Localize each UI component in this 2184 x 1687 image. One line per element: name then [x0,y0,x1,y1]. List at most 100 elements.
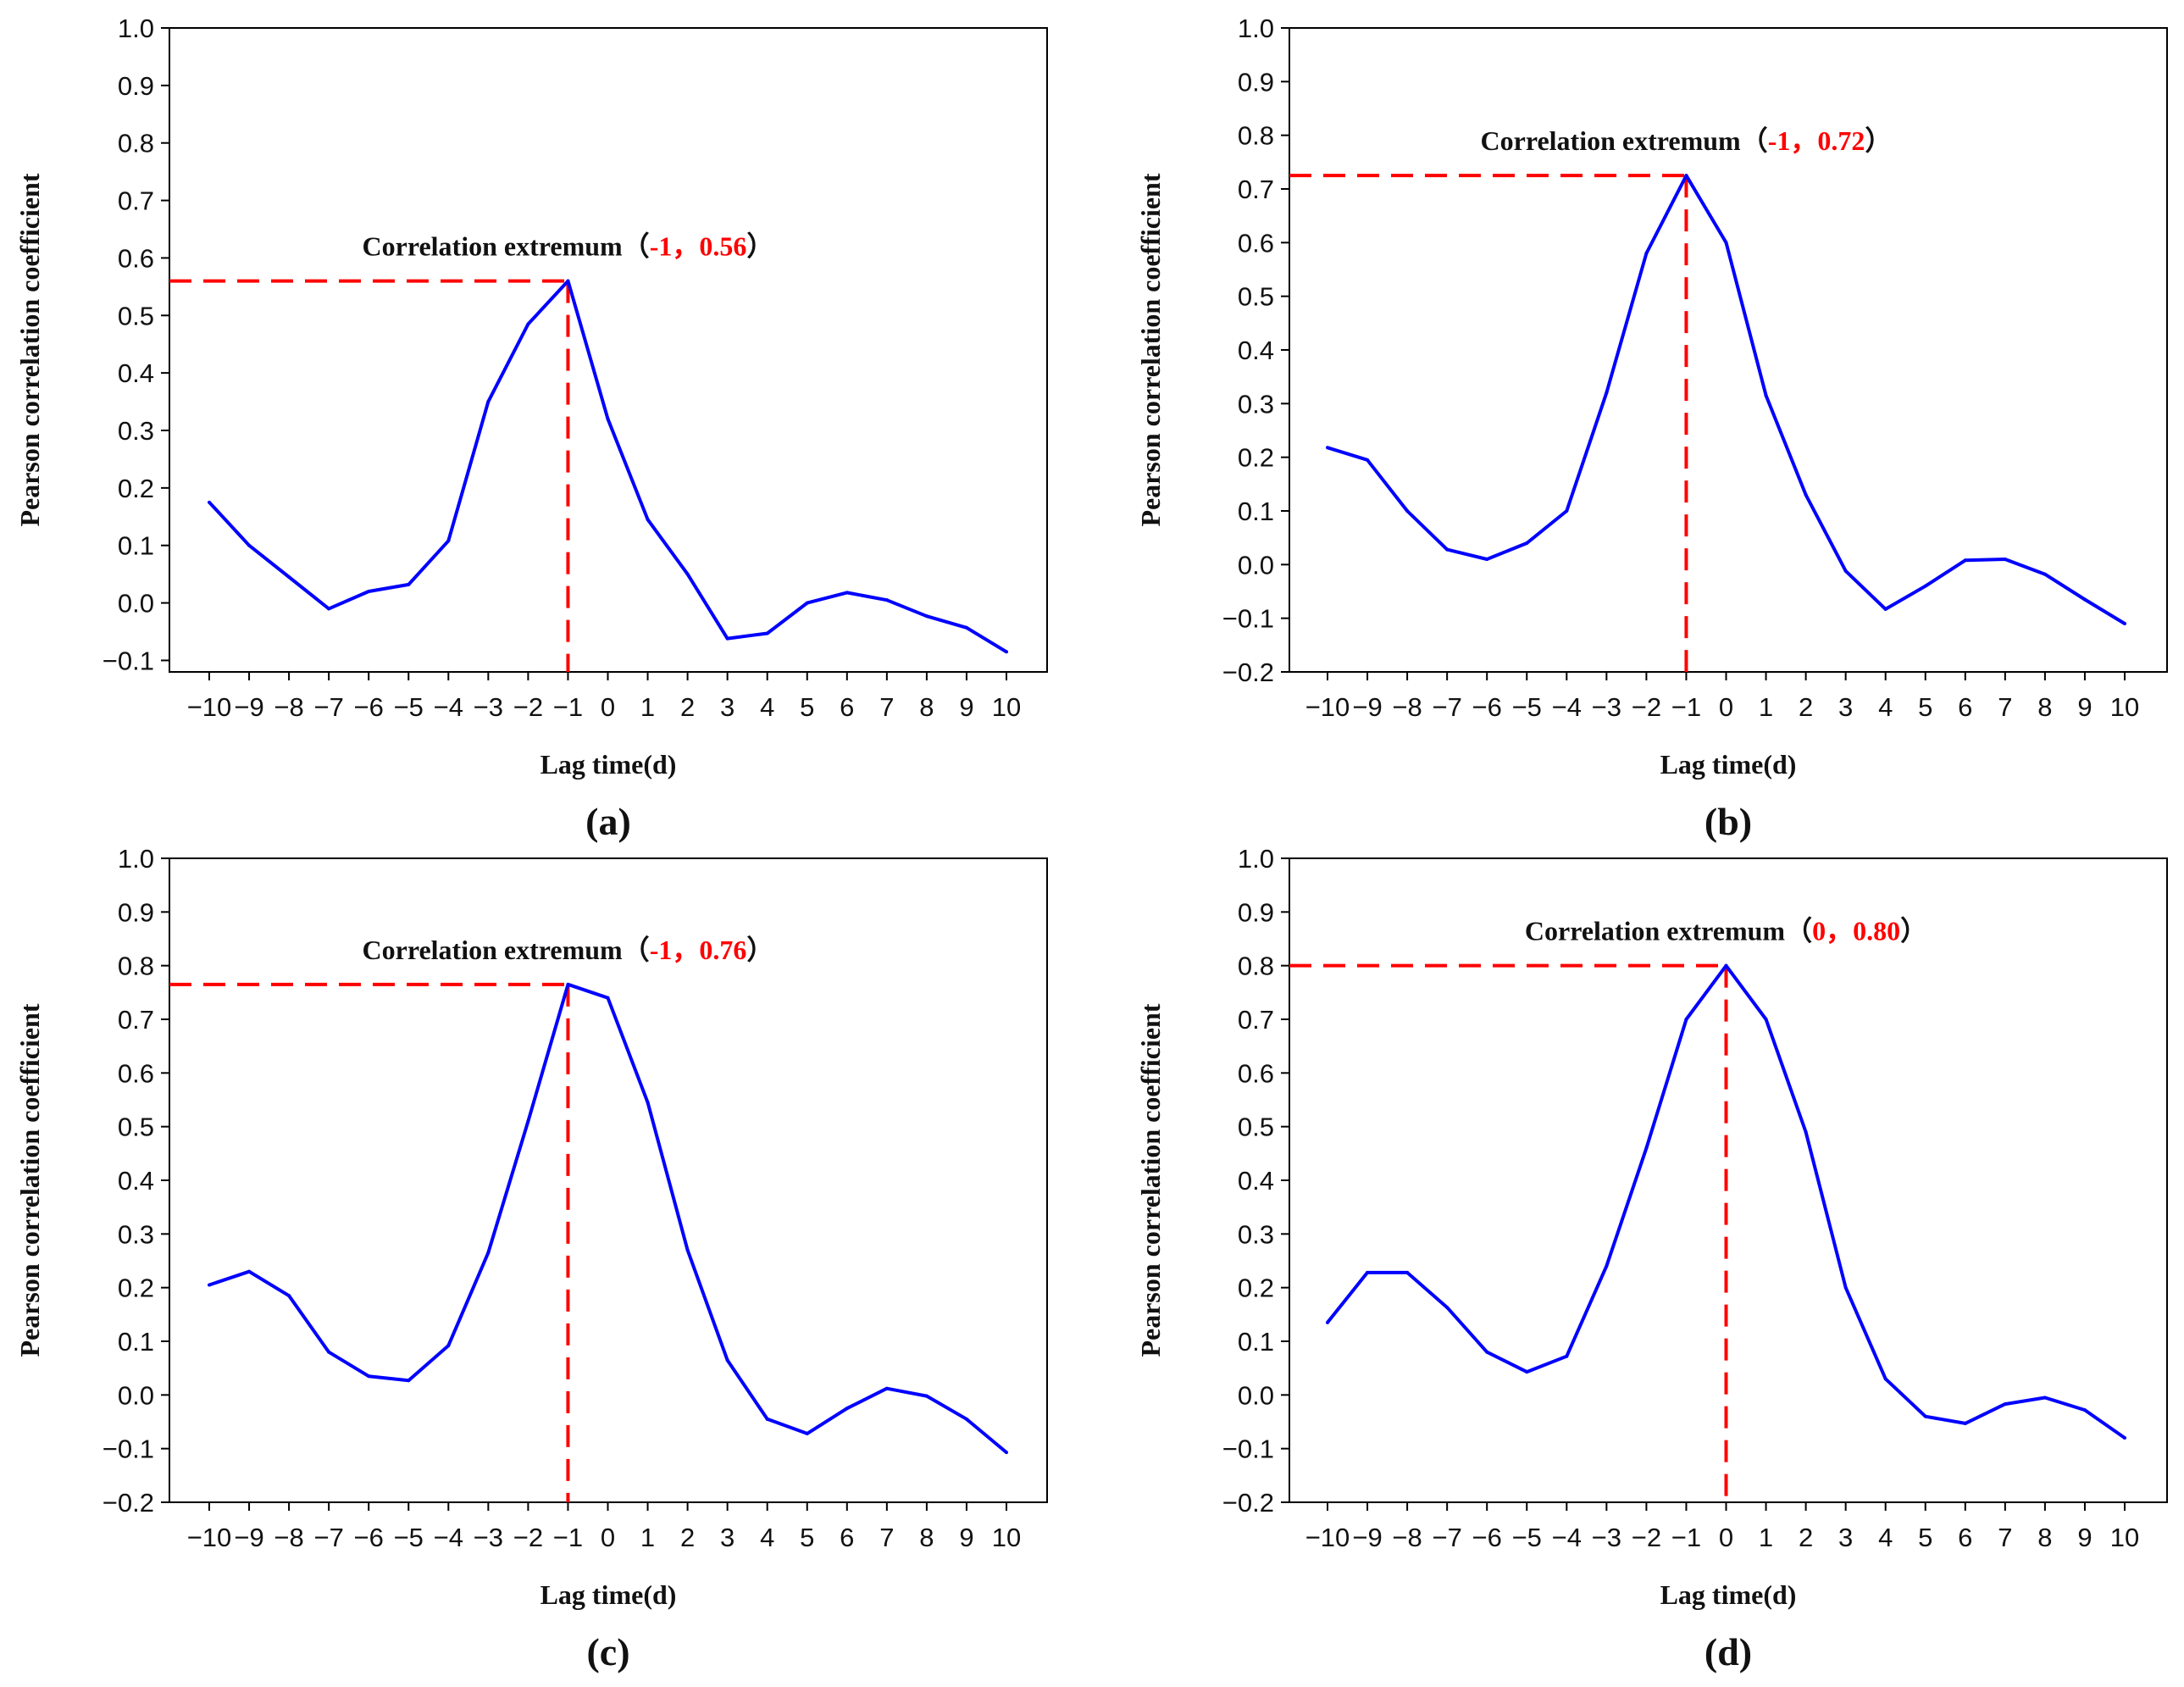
x-tick-label: 2 [1799,692,1813,722]
data-point [1843,569,1848,573]
x-tick-label: −2 [513,692,543,722]
data-point [2043,572,2047,576]
y-tick-label: 0.3 [118,1219,154,1249]
x-tick-label: −5 [1512,692,1542,722]
x-tick-label: 10 [2110,1523,2139,1552]
y-tick-label: 0.3 [118,416,154,446]
y-tick-label: 0.5 [1238,1113,1274,1142]
data-point [566,279,570,283]
data-point [2082,1408,2087,1412]
data-point [1445,547,1450,552]
x-tick-label: 7 [879,1523,894,1552]
y-tick-label: −0.2 [103,1488,154,1518]
data-point [1963,1421,1967,1425]
x-tick-label: −1 [553,692,583,722]
annotation-part: ） [746,231,773,262]
x-tick-label: 10 [2110,692,2139,722]
panel-label: (d) [1705,1630,1752,1673]
data-point [884,598,889,602]
y-tick-label: 0.5 [118,301,154,330]
x-tick-label: 10 [992,1523,1021,1552]
y-tick-label: 0.4 [118,1166,154,1196]
y-tick-label: 0.8 [118,952,154,981]
x-tick-label: −3 [474,1523,503,1552]
x-tick-label: −5 [394,692,424,722]
annotation-part: （ [623,935,650,965]
plot-frame [1289,857,2168,1503]
x-tick-label: 3 [1838,692,1853,722]
y-tick-label: 0.9 [1238,897,1274,927]
y-tick-label: 0.9 [118,71,154,101]
x-tick-label: −3 [1592,692,1621,722]
y-tick-label: 0.6 [118,1058,154,1088]
annotation-part: 0.80 [1853,916,1900,946]
data-point [247,1269,252,1274]
data-point [924,614,928,619]
x-tick-label: −9 [1352,1523,1382,1552]
x-tick-label: 5 [800,1523,814,1552]
data-point [1883,607,1887,611]
data-point [208,1283,211,1287]
x-tick-label: 5 [800,692,814,722]
data-point [407,1379,411,1383]
plot-frame [1289,27,2168,673]
x-tick-label: −2 [1632,1523,1661,1552]
x-tick-label: −9 [1352,692,1382,722]
data-point [924,1394,928,1398]
annotation-part: ） [746,935,773,965]
data-point [646,518,650,522]
data-point [765,631,769,635]
data-point [2123,622,2126,625]
x-tick-label: 9 [2077,692,2092,722]
data-point [1883,1377,1887,1381]
data-point [1923,584,1927,588]
x-tick-label: −8 [1392,692,1422,722]
y-tick-label: 0.0 [1238,1380,1274,1410]
data-point [1405,1270,1410,1274]
data-point [1326,446,1329,450]
y-tick-label: −0.1 [1222,604,1274,634]
x-tick-label: 8 [2037,1523,2052,1552]
data-point [845,1407,849,1411]
data-point [1923,1414,1927,1418]
x-tick-label: 4 [760,692,774,722]
x-tick-label: −6 [1472,692,1502,722]
data-point [367,1374,371,1379]
x-tick-label: 1 [640,1523,655,1552]
y-axis-title: Pearson correlation coefficient [14,173,45,526]
x-tick-label: 2 [1799,1523,1813,1552]
y-axis-title: Pearson correlation coefficient [1135,173,1166,526]
x-tick-label: −5 [394,1523,424,1552]
x-tick-label: 10 [992,692,1021,722]
x-tick-label: −6 [1472,1523,1502,1552]
x-tick-label: −1 [553,1523,583,1552]
annotation-part: Correlation extremum [363,231,624,262]
data-point [247,543,252,547]
y-tick-label: 0.2 [1238,443,1274,473]
data-point [1843,1285,1848,1290]
data-point [1005,1451,1008,1455]
y-tick-label: 0.7 [1238,175,1274,204]
extremum-annotation: Correlation extremum（-1，0.76） [363,935,774,965]
panel-label: (c) [586,1630,629,1673]
annotation-part: （ [1741,125,1768,156]
data-point [646,1101,650,1105]
x-tick-label: 8 [919,1523,934,1552]
data-point [407,582,411,586]
x-tick-label: 9 [959,692,973,722]
y-tick-label: 0.6 [1238,1058,1274,1088]
data-point [606,417,610,421]
annotation-part: Correlation extremum [363,935,624,965]
x-tick-label: 3 [720,1523,734,1552]
x-tick-label: −4 [434,692,463,722]
annotation-part: 0.56 [699,231,746,262]
x-tick-label: −8 [1392,1523,1422,1552]
y-tick-label: −0.2 [1222,1488,1274,1518]
annotation-part: ） [1865,125,1892,156]
data-point [1525,541,1529,545]
extremum-annotation: Correlation extremum（0，0.80） [1525,916,1927,946]
series-line [208,279,1008,654]
y-tick-label: 0.6 [1238,228,1274,258]
data-point [1405,509,1410,513]
